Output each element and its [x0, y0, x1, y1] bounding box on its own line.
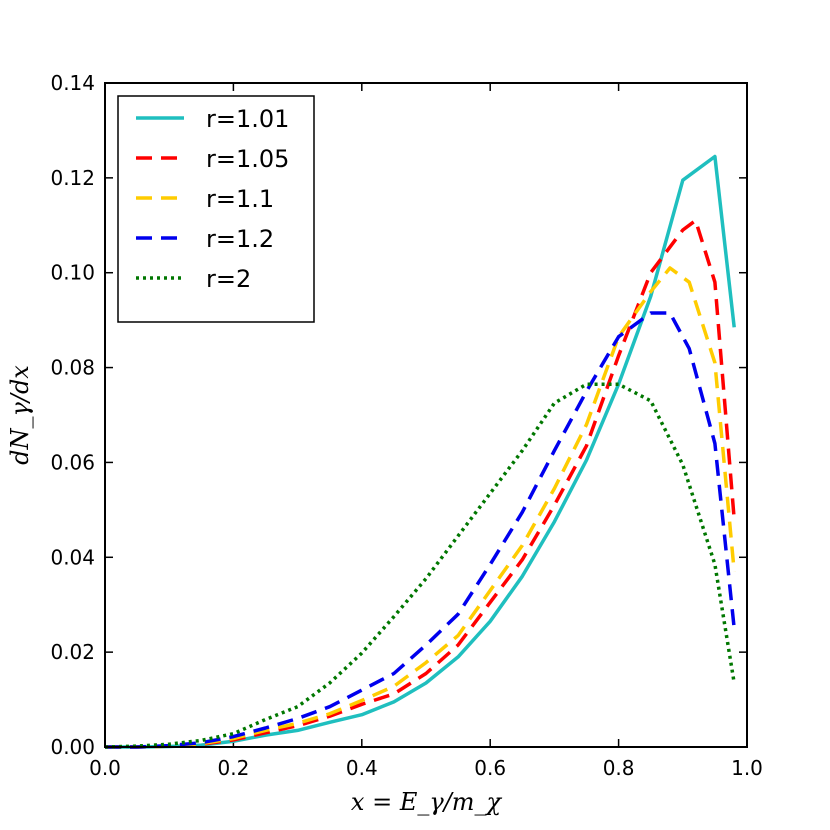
plot-frame: [104, 82, 748, 748]
x-tick-label: 0.8: [603, 756, 635, 780]
series-layer: [104, 154, 736, 749]
x-axis-label: x = E_γ/m_χ: [351, 788, 503, 816]
legend-label: r=1.05: [206, 145, 289, 173]
series-line-r-1-2: [105, 311, 736, 749]
y-tick-label: 0.00: [50, 735, 95, 759]
legend-label: r=2: [206, 265, 251, 293]
axis-ticks: 0.0 0.2 0.4 0.6 0.8 1.0 0.00 0.02 0.04 0.06 0.08 0.…: [50, 71, 762, 780]
x-tick-label: 0.0: [89, 756, 121, 780]
y-tick-label: 0.02: [50, 640, 95, 664]
legend: r=1.01 r=1.05 r=1.1 r=1.2 r=2: [117, 95, 315, 323]
legend-label: r=1.1: [206, 185, 274, 213]
y-tick-label: 0.06: [50, 450, 95, 474]
y-tick-label: 0.04: [50, 545, 95, 569]
legend-box: [117, 95, 315, 323]
x-tick-label: 0.6: [474, 756, 506, 780]
x-tick-label: 1.0: [731, 756, 763, 780]
y-tick-label: 0.10: [50, 261, 95, 285]
y-axis-label: dN_γ/dx: [6, 365, 34, 465]
x-tick-label: 0.2: [217, 756, 249, 780]
series-line-r-2: [104, 382, 736, 749]
legend-label: r=1.2: [206, 225, 274, 253]
legend-label: r=1.01: [206, 105, 289, 133]
y-tick-label: 0.14: [50, 71, 95, 95]
y-tick-label: 0.12: [50, 166, 95, 190]
x-tick-label: 0.4: [346, 756, 378, 780]
y-tick-label: 0.08: [50, 356, 95, 380]
